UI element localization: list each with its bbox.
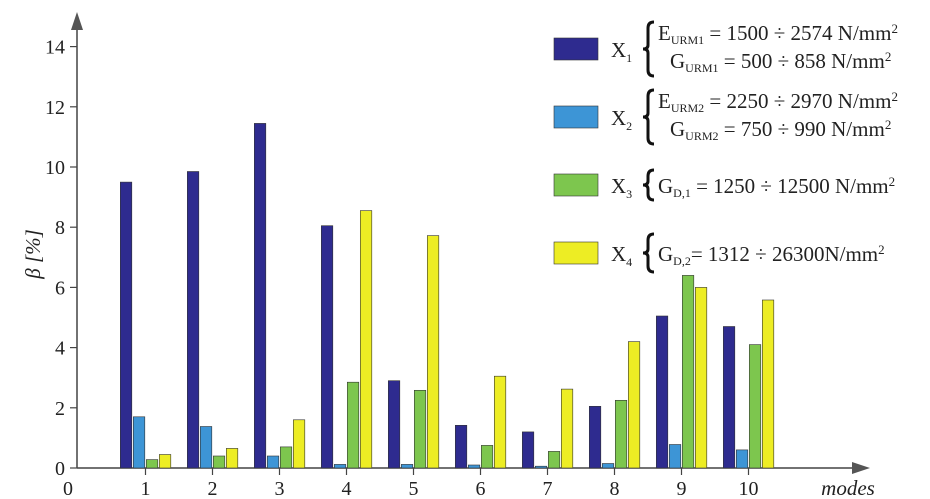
bar-X4-mode-9 [694, 287, 708, 469]
legend-formula: EURM2 = 2250 ÷ 2970 N/mm2 [658, 89, 898, 115]
x-tick-label: 4 [342, 478, 352, 499]
legend-label-X1: X1 [611, 38, 632, 65]
legend-swatch-X4 [553, 241, 599, 265]
legend-swatch-X3 [553, 173, 599, 197]
bar-X4-mode-8 [627, 341, 641, 469]
bar-X2-mode-4 [333, 464, 347, 469]
bar-X2-mode-9 [668, 444, 682, 469]
bar-X1-mode-9 [655, 315, 669, 469]
x-tick-label: 9 [677, 478, 687, 499]
y-tick-label: 14 [45, 37, 65, 59]
x-tick-label: 6 [476, 478, 486, 499]
y-tick-label: 8 [55, 217, 65, 239]
bar-X4-mode-4 [359, 210, 373, 469]
bar-X3-mode-1 [146, 459, 159, 469]
legend-brace [642, 168, 655, 202]
bar-X4-mode-1 [159, 454, 172, 469]
bar-X1-mode-3 [254, 123, 267, 469]
y-tick-label: 6 [55, 277, 65, 299]
y-axis-arrow [71, 12, 83, 30]
bar-X1-mode-4 [320, 225, 334, 469]
bar-X3-mode-9 [681, 275, 695, 469]
y-tick-label: 10 [45, 157, 65, 179]
legend-formula: GURM1 = 500 ÷ 858 N/mm2 [670, 49, 891, 75]
x-tick-label: 2 [208, 478, 218, 499]
bar-X2-mode-1 [133, 416, 146, 469]
x-tick-label: 1 [141, 478, 151, 499]
bar-X3-mode-10 [748, 344, 762, 469]
x-origin-label: 0 [63, 478, 73, 499]
bar-X3-mode-5 [413, 389, 427, 469]
x-tick-label: 8 [610, 478, 620, 499]
legend-label-X2: X2 [611, 106, 632, 133]
bar-X4-mode-6 [493, 375, 507, 469]
legend-swatch-X1 [553, 37, 599, 61]
bar-X3-mode-8 [614, 399, 628, 469]
bar-X1-mode-2 [187, 171, 200, 469]
bar-X2-mode-5 [400, 464, 414, 469]
bar-X4-mode-5 [426, 235, 440, 469]
legend-formula: GD,2= 1312 ÷ 26300N/mm2 [658, 242, 885, 268]
bar-X2-mode-2 [200, 426, 213, 469]
bar-X4-mode-3 [292, 419, 306, 469]
x-tick-label: 5 [409, 478, 419, 499]
bar-X1-mode-10 [722, 326, 736, 469]
bar-X3-mode-2 [213, 455, 226, 469]
x-tick-label: 3 [275, 478, 285, 499]
x-tick-label: 10 [739, 478, 759, 499]
legend-brace [642, 88, 655, 146]
bar-X4-mode-7 [560, 388, 574, 469]
y-tick-label: 0 [55, 458, 65, 480]
legend-formula: GD,1 = 1250 ÷ 12500 N/mm2 [658, 174, 895, 200]
bars [120, 123, 775, 469]
legend-brace [642, 20, 655, 78]
legend-label-X4: X4 [611, 242, 632, 269]
bar-X2-mode-3 [266, 455, 280, 469]
x-axis-arrow [852, 462, 870, 474]
x-axis-title: modes [821, 476, 875, 499]
legend-formula: EURM1 = 1500 ÷ 2574 N/mm2 [658, 21, 898, 47]
bar-X1-mode-6 [454, 424, 468, 469]
legend-brace [642, 232, 655, 274]
bar-X1-mode-8 [588, 405, 602, 469]
y-tick-label: 4 [55, 338, 65, 360]
y-tick-label: 12 [45, 97, 65, 119]
bar-X2-mode-7 [534, 465, 548, 469]
bar-X3-mode-6 [480, 445, 494, 469]
bar-X4-mode-10 [761, 299, 775, 469]
legend-label-X3: X3 [611, 174, 632, 201]
bar-X4-mode-2 [226, 448, 239, 469]
bar-X3-mode-3 [279, 446, 293, 469]
bar-X1-mode-7 [521, 431, 535, 469]
bar-X3-mode-7 [547, 451, 561, 469]
bar-X2-mode-10 [735, 449, 749, 469]
bar-X1-mode-1 [120, 181, 133, 469]
legend-swatch-X2 [553, 105, 599, 129]
bar-X3-mode-4 [346, 381, 360, 469]
bar-X1-mode-5 [387, 380, 401, 469]
y-tick-label: 2 [55, 398, 65, 420]
y-axis-title: β [%] [21, 229, 45, 280]
bar-X2-mode-6 [467, 464, 481, 469]
bar-X2-mode-8 [601, 463, 615, 469]
legend-formula: GURM2 = 750 ÷ 990 N/mm2 [670, 117, 891, 143]
x-tick-label: 7 [543, 478, 553, 499]
